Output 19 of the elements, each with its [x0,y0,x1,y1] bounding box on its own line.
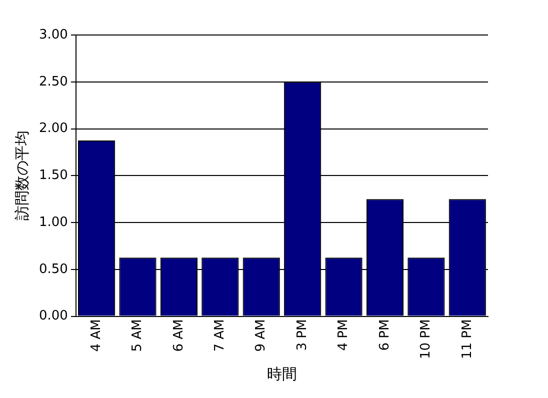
x-tick-label: 10 PM [418,319,434,360]
y-tick-label: 2.50 [38,74,68,90]
x-tick-label: 3 PM [294,319,310,351]
x-axis-title: 時間 [266,364,297,383]
y-tick-label: 1.50 [38,168,68,184]
x-tick-label: 11 PM [460,319,475,360]
x-tick-label: 7 AM [212,319,228,352]
x-tick-label: 5 AM [130,319,146,352]
x-tick-label: 4 PM [336,319,352,351]
x-tick-label: 9 AM [254,319,269,352]
y-tick-label: 2.00 [38,121,68,136]
x-tick-label: 4 AM [88,319,104,352]
y-tick-label: 1.00 [38,214,68,230]
y-axis-title: 訪問数の平均 [12,130,31,221]
x-tick-label: 6 AM [171,319,186,352]
x-tick-label: 6 PM [377,319,392,351]
y-tick-label: 0.50 [38,262,68,277]
y-tick-label: 3.00 [38,27,68,42]
y-tick-label: 0.00 [38,308,68,324]
